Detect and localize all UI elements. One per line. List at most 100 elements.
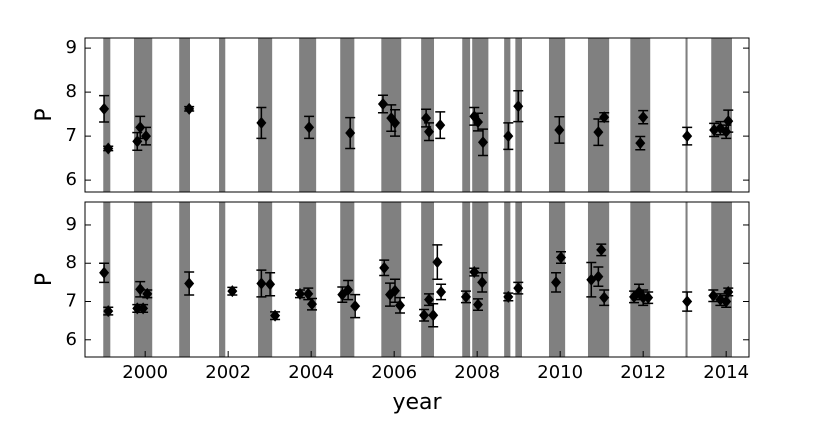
diamond — [556, 251, 567, 264]
diamond — [184, 102, 195, 115]
diamond — [708, 289, 719, 302]
observation-band — [133, 202, 153, 357]
diamond — [256, 277, 267, 290]
diamond — [428, 309, 439, 322]
diamond — [596, 243, 607, 256]
diamond — [436, 285, 447, 298]
diamond — [682, 295, 693, 308]
diamond — [421, 112, 432, 125]
observation-band — [219, 202, 226, 357]
observation-band — [711, 38, 732, 192]
observation-band — [685, 38, 688, 192]
diamond — [103, 142, 114, 155]
diamond — [304, 121, 315, 134]
diamond — [379, 261, 390, 274]
observation-band — [219, 38, 226, 192]
diamond — [477, 276, 488, 289]
observation-band — [133, 38, 153, 192]
observation-band — [504, 38, 511, 192]
diamond — [503, 130, 514, 143]
diamond — [460, 290, 471, 303]
diamond — [635, 137, 646, 150]
diamond — [135, 283, 146, 296]
diamond — [135, 121, 146, 134]
diamond — [343, 284, 354, 297]
observation-band — [340, 38, 355, 192]
y-tick-label: 6 — [66, 169, 77, 190]
diamond — [390, 116, 401, 129]
plot-frame — [84, 201, 750, 358]
x-tick-label: 2000 — [122, 362, 168, 383]
diamond — [432, 256, 443, 269]
diamond — [513, 100, 524, 113]
y-tick-label: 9 — [66, 37, 77, 58]
diamond — [265, 278, 276, 291]
diamond — [227, 285, 238, 298]
x-axis-label: year — [392, 390, 442, 415]
x-tick-label: 2004 — [288, 362, 334, 383]
observation-band — [299, 202, 317, 357]
diamond — [184, 277, 195, 290]
diamond — [377, 98, 388, 110]
diamond — [551, 276, 562, 289]
diamond — [477, 136, 488, 149]
diamond — [473, 116, 484, 129]
diamond — [424, 125, 435, 138]
diamond — [350, 300, 361, 313]
x-tick-label: 2008 — [454, 362, 500, 383]
x-tick-label: 2012 — [620, 362, 666, 383]
diamond — [513, 282, 524, 295]
diamond — [294, 287, 305, 300]
y-tick-label: 7 — [66, 125, 77, 146]
observation-band — [340, 202, 355, 357]
diamond — [103, 305, 114, 318]
diamond — [709, 123, 720, 136]
diamond — [721, 295, 732, 308]
plot-frame — [84, 37, 750, 193]
diamond — [394, 299, 405, 312]
observation-band — [103, 38, 111, 192]
diamond — [599, 111, 610, 124]
observation-band — [421, 202, 435, 357]
observation-band — [462, 202, 471, 357]
observation-band — [179, 202, 190, 357]
diamond — [469, 266, 480, 279]
diamond — [435, 119, 446, 132]
diamond — [99, 266, 110, 279]
observation-band — [630, 202, 651, 357]
diamond — [424, 293, 435, 306]
y-tick-label: 8 — [66, 81, 77, 102]
observation-band — [711, 202, 732, 357]
x-tick-label: 2014 — [703, 362, 749, 383]
diamond — [132, 302, 143, 315]
observation-band — [179, 38, 190, 192]
diamond — [473, 298, 484, 311]
diamond — [303, 287, 314, 300]
diamond — [723, 285, 734, 298]
diamond — [138, 302, 149, 315]
diamond — [419, 309, 430, 322]
observation-band — [548, 38, 566, 192]
diamond — [307, 298, 318, 311]
y-tick-label: 6 — [66, 329, 77, 350]
diamond — [256, 116, 267, 129]
y-tick-label: 7 — [66, 291, 77, 312]
diamond — [682, 130, 693, 143]
observation-band — [258, 202, 273, 357]
diamond — [643, 291, 654, 304]
observation-band — [587, 38, 610, 192]
observation-band — [504, 202, 511, 357]
y-tick-label: 9 — [66, 214, 77, 235]
observation-band — [515, 202, 522, 357]
diamond — [503, 290, 514, 303]
diamond — [593, 126, 604, 139]
observation-band — [462, 38, 471, 192]
observation-band — [472, 38, 489, 192]
observation-band — [258, 38, 273, 192]
diamond — [723, 115, 734, 128]
y-tick-label: 8 — [66, 252, 77, 273]
diamond — [599, 291, 610, 304]
diamond — [141, 130, 152, 143]
observation-band — [103, 202, 111, 357]
